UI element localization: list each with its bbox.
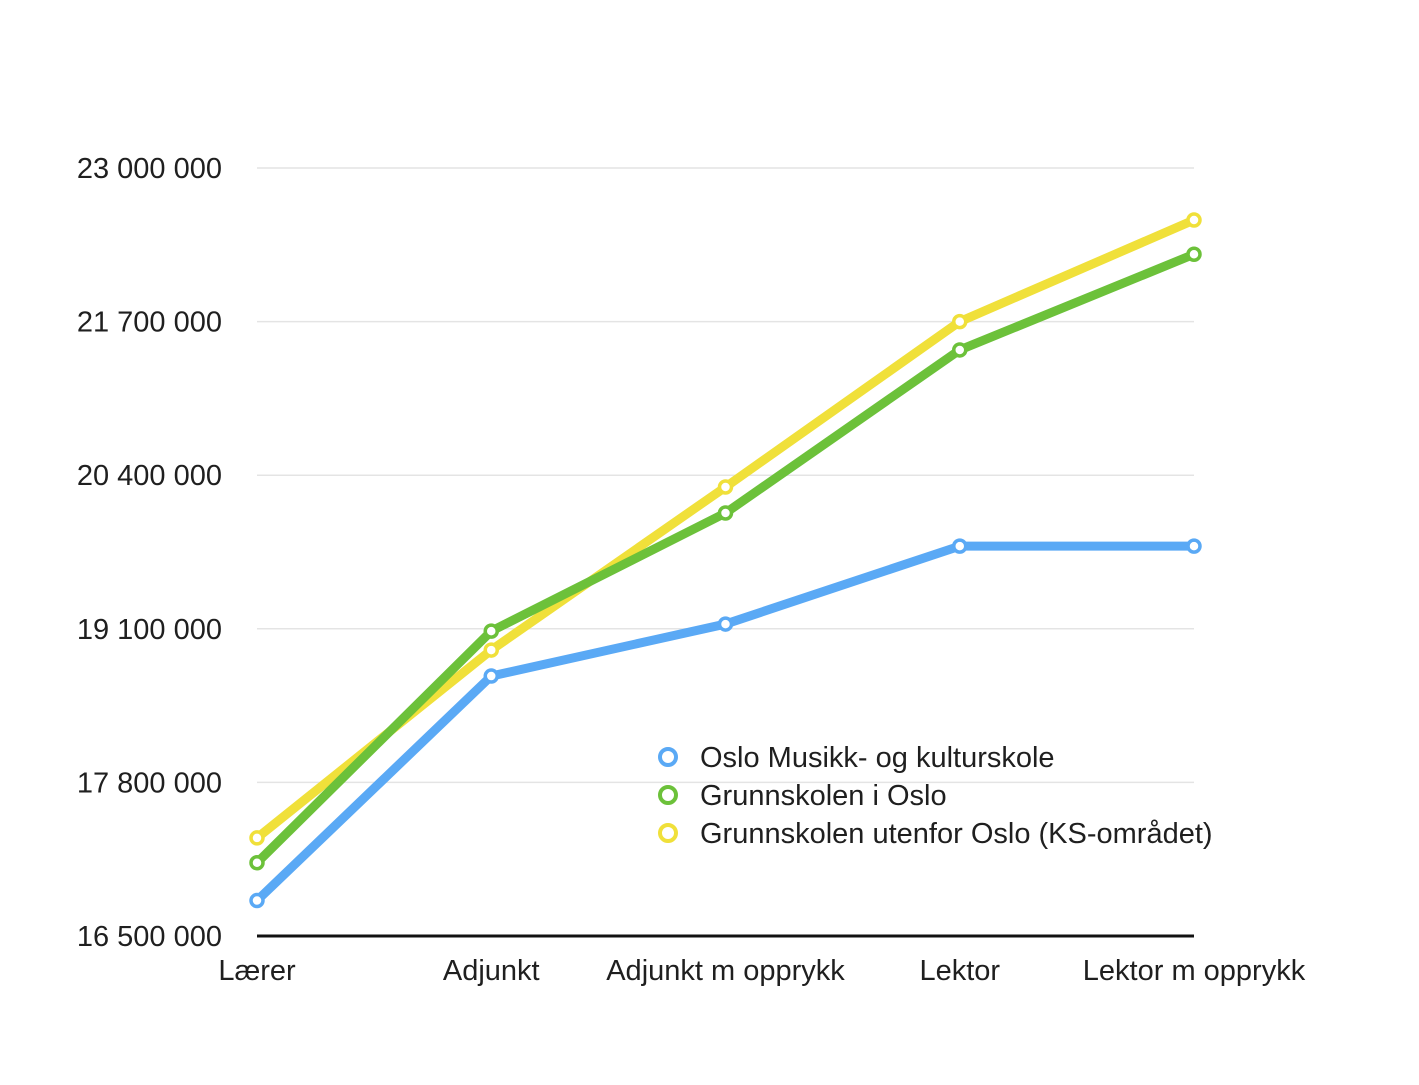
y-tick-label: 20 400 000 <box>77 460 222 492</box>
data-point <box>1186 212 1202 228</box>
data-point <box>717 616 734 632</box>
data-point <box>483 623 499 639</box>
series-group <box>249 538 1202 909</box>
data-point <box>483 642 499 658</box>
y-tick-label: 16 500 000 <box>77 921 222 953</box>
legend-label: Oslo Musikk- og kulturskole <box>700 742 1055 774</box>
legend: Oslo Musikk- og kulturskole Grunnskolen i… <box>658 742 1213 850</box>
x-tick-label: Adjunkt <box>443 955 540 987</box>
data-point <box>952 342 968 358</box>
y-tick-label: 17 800 000 <box>77 767 222 799</box>
x-tick-label: Lærer <box>218 955 296 987</box>
data-point <box>952 313 968 330</box>
legend-label: Grunnskolen utenfor Oslo (KS-området) <box>700 818 1213 850</box>
data-point <box>249 892 265 909</box>
y-tick-label: 21 700 000 <box>77 307 222 339</box>
series-group <box>249 246 1202 871</box>
y-axis-ticks: 16 500 000 17 800 000 19 100 000 20 400 000… <box>77 153 222 953</box>
x-axis-ticks: Lærer Adjunkt Adjunkt m opprykk Lektor Lekto… <box>218 955 1305 987</box>
data-point <box>483 668 499 684</box>
series <box>249 212 1202 909</box>
data-point <box>717 505 734 521</box>
legend-marker <box>658 823 678 843</box>
y-tick-label: 23 000 000 <box>77 153 222 185</box>
x-tick-label: Adjunkt m opprykk <box>606 955 845 987</box>
gridlines <box>257 167 1194 784</box>
x-tick-label: Lektor m opprykk <box>1083 955 1306 987</box>
data-point <box>952 538 968 554</box>
legend-label: Grunnskolen i Oslo <box>700 780 947 812</box>
data-point <box>1186 538 1202 554</box>
legend-marker <box>658 785 678 805</box>
data-point <box>249 854 265 871</box>
legend-marker <box>658 747 678 767</box>
data-point <box>717 479 734 495</box>
data-point <box>1186 246 1202 263</box>
data-point <box>249 830 265 846</box>
x-tick-label: Lektor <box>919 955 1000 987</box>
y-tick-label: 19 100 000 <box>77 614 222 646</box>
